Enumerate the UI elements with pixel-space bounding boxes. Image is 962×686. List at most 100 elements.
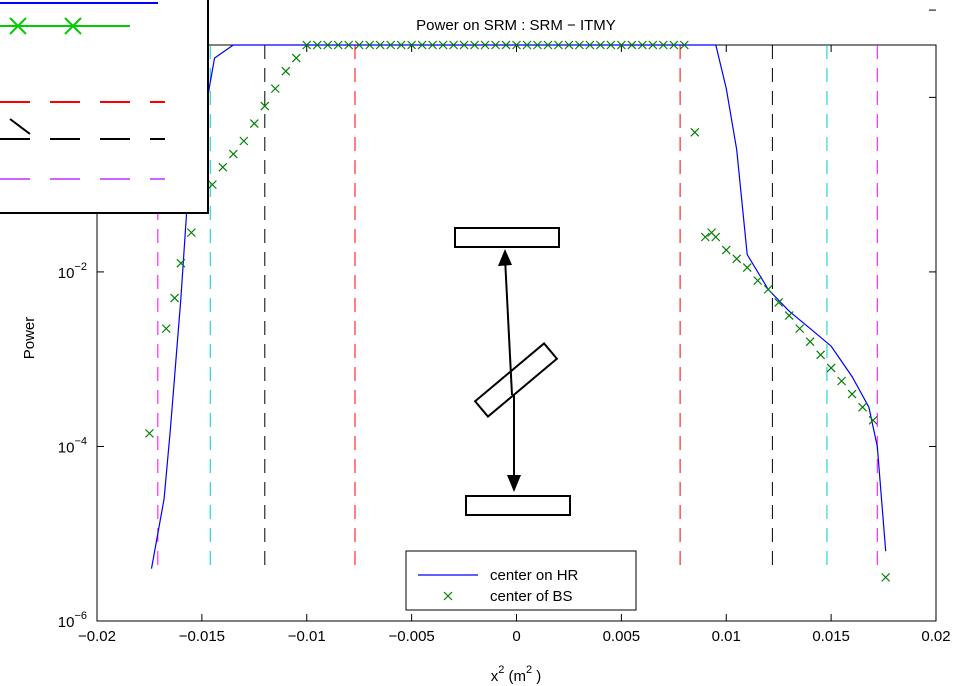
y-tick-label: 10−6	[58, 610, 87, 631]
data-point-center-of-bs	[616, 40, 626, 50]
data-point-center-of-bs	[207, 180, 217, 190]
data-point-center-of-bs	[302, 40, 312, 50]
data-point-center-of-bs	[228, 149, 238, 159]
legend: center on HR center of BS	[405, 550, 637, 611]
data-point-center-of-bs	[533, 40, 542, 50]
data-point-center-of-bs	[753, 276, 763, 286]
data-point-center-of-bs	[784, 311, 794, 320]
data-point-center-of-bs	[585, 40, 595, 50]
data-point-center-of-bs	[648, 40, 658, 50]
data-point-center-of-bs	[386, 40, 396, 50]
arrow-head-up	[498, 249, 512, 266]
data-point-center-of-bs	[763, 284, 773, 294]
top-mirror-shape	[454, 227, 560, 248]
data-point-center-of-bs	[344, 40, 354, 50]
bottom-mirror-shape	[465, 495, 571, 516]
data-point-center-of-bs	[805, 337, 815, 347]
chart-title: Power on SRM : SRM − ITMY	[416, 17, 616, 34]
y-axis-label: Power	[21, 317, 38, 360]
data-point-center-of-bs	[145, 428, 154, 438]
data-point-center-of-bs	[323, 40, 333, 50]
beam-splitter-diagram	[454, 227, 571, 516]
y-tick-label: 10−4	[58, 435, 87, 456]
data-point-center-of-bs	[522, 40, 532, 50]
data-point-center-of-bs	[333, 40, 343, 50]
overlay-slash-glyph	[9, 118, 31, 135]
data-point-center-of-bs	[575, 40, 584, 50]
data-point-center-of-bs	[554, 40, 563, 50]
data-point-center-of-bs	[218, 162, 228, 172]
data-point-center-of-bs	[239, 136, 249, 146]
data-point-center-of-bs	[816, 350, 826, 360]
data-point-center-of-bs	[365, 40, 375, 50]
data-point-center-of-bs	[354, 40, 364, 50]
data-point-center-of-bs	[711, 232, 721, 242]
data-point-center-of-bs	[721, 245, 731, 255]
data-point-center-of-bs	[260, 101, 270, 111]
data-point-center-of-bs	[449, 40, 458, 50]
data-point-center-of-bs	[826, 363, 836, 373]
data-point-center-of-bs	[428, 40, 438, 50]
data-point-center-of-bs	[858, 402, 868, 412]
data-point-center-of-bs	[249, 119, 259, 128]
y-tick-label: 10−2	[58, 261, 87, 282]
plot-frame	[96, 44, 937, 622]
data-point-center-of-bs	[543, 40, 553, 50]
legend-label-center-on-hr: center on HR	[490, 567, 579, 584]
data-point-center-of-bs	[438, 40, 448, 50]
data-point-center-of-bs	[742, 263, 752, 272]
data-point-center-of-bs	[270, 84, 280, 94]
overlay-x-marker	[64, 17, 82, 35]
data-point-center-of-bs	[512, 40, 521, 50]
data-point-center-of-bs	[881, 572, 891, 582]
data-point-center-of-bs	[837, 376, 847, 386]
data-point-center-of-bs	[407, 40, 417, 50]
x-tick-label: −0.02	[78, 628, 116, 645]
data-point-center-of-bs	[700, 232, 710, 242]
data-point-center-of-bs	[627, 40, 637, 50]
data-point-center-of-bs	[491, 40, 500, 50]
data-point-center-of-bs	[658, 40, 668, 50]
data-point-center-of-bs	[564, 40, 574, 50]
data-point-center-of-bs	[501, 40, 511, 50]
data-point-center-of-bs	[459, 40, 469, 50]
data-point-center-of-bs	[281, 66, 291, 76]
data-point-center-of-bs	[669, 40, 679, 50]
data-point-center-of-bs	[176, 258, 186, 268]
x-tick-label: 0.02	[921, 628, 950, 645]
data-point-center-of-bs	[847, 389, 857, 399]
x-tick-label: −0.015	[179, 628, 225, 645]
legend-label-center-of-bs: center of BS	[490, 588, 573, 605]
data-point-center-of-bs	[375, 40, 385, 50]
data-point-center-of-bs	[186, 228, 196, 238]
series-line-center-on-hr	[150, 44, 887, 569]
beam-arrow-up	[504, 257, 513, 396]
x-tick-label: 0	[512, 628, 520, 645]
data-point-center-of-bs	[170, 293, 180, 303]
x-tick-label: −0.005	[388, 628, 434, 645]
overlay-legend-box	[0, 0, 209, 214]
data-point-center-of-bs	[774, 298, 784, 307]
data-point-center-of-bs	[480, 40, 490, 50]
overlay-legend-fragment	[0, 0, 209, 214]
x-tick-label: 0.015	[812, 628, 850, 645]
overlay-x-marker	[9, 17, 27, 35]
x-axis-label: x2 (m2 )	[491, 664, 542, 685]
data-point-center-of-bs	[606, 40, 616, 50]
data-point-center-of-bs	[868, 415, 878, 425]
x-tick-label: −0.01	[288, 628, 326, 645]
data-point-center-of-bs	[732, 254, 742, 264]
data-point-center-of-bs	[291, 53, 301, 63]
arrow-head-down	[507, 475, 521, 492]
data-point-center-of-bs	[161, 324, 171, 334]
data-point-center-of-bs	[417, 40, 427, 50]
data-point-center-of-bs	[595, 40, 605, 50]
x-tick-label: 0.005	[603, 628, 641, 645]
data-point-center-of-bs	[637, 40, 647, 50]
data-point-center-of-bs	[470, 40, 479, 50]
data-point-center-of-bs	[690, 127, 700, 137]
legend-swatch-marker	[443, 591, 453, 601]
data-point-center-of-bs	[795, 324, 805, 334]
data-point-center-of-bs	[679, 40, 689, 50]
